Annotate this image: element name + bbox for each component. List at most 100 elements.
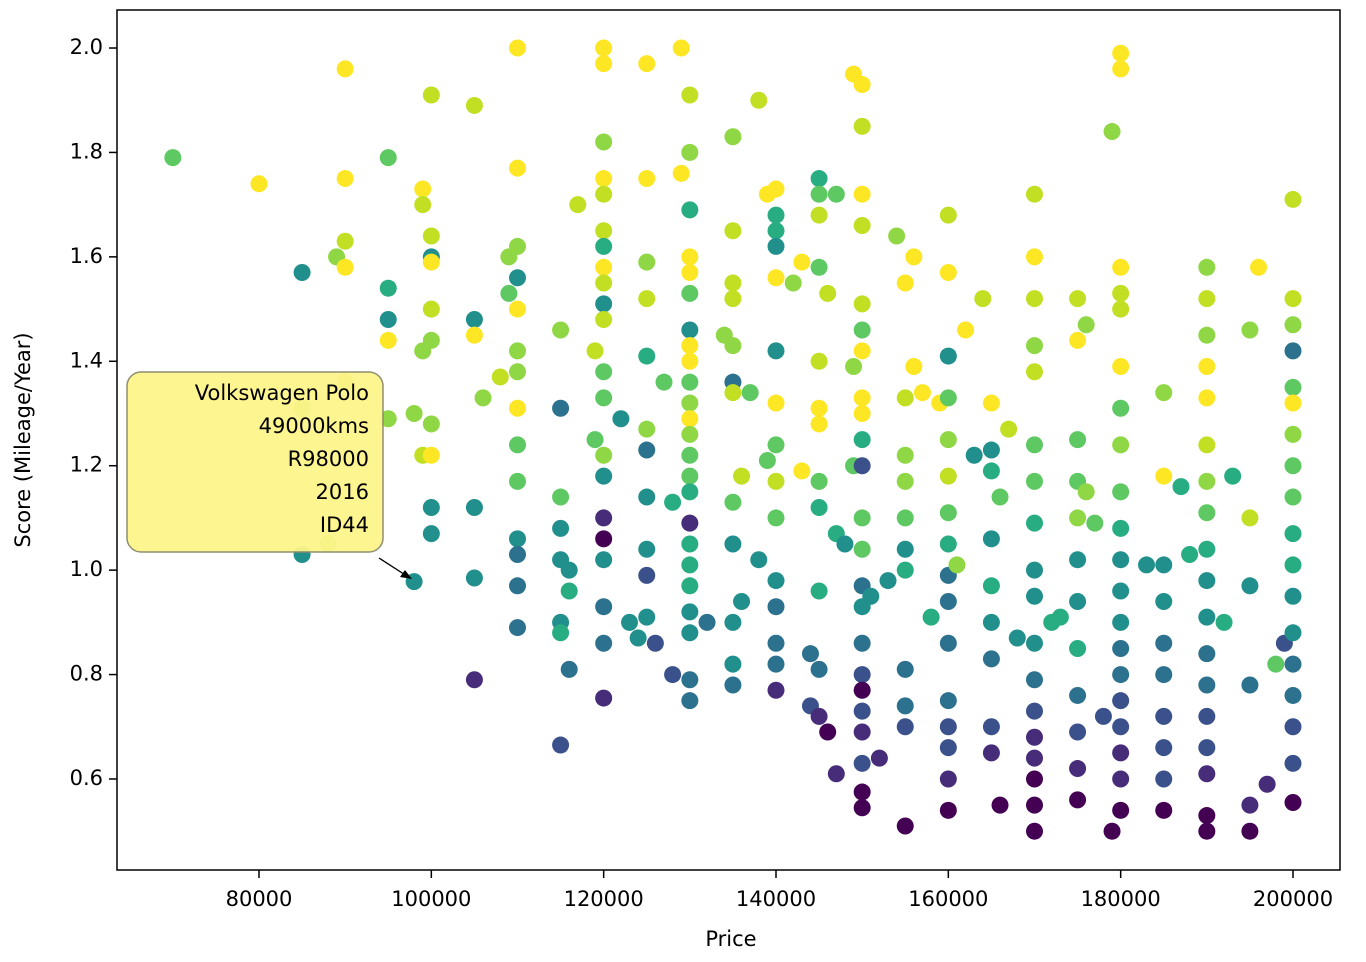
point [1112,744,1130,762]
x-tick-label: 160000 [908,887,988,911]
point [422,300,440,318]
point [500,284,518,302]
point [724,128,742,146]
point [1284,718,1302,736]
point [595,467,613,485]
point [509,39,527,57]
point [922,608,940,626]
point [819,723,837,741]
point [991,488,1009,506]
point [1198,645,1216,663]
point [595,222,613,240]
point [724,290,742,308]
point [1077,483,1095,501]
point [681,446,699,464]
point [638,441,656,459]
point [793,253,811,271]
point [896,660,914,678]
point [595,530,613,548]
point [853,509,871,527]
point [681,321,699,339]
point [888,227,906,245]
point [595,274,613,292]
point [819,284,837,302]
point [1069,592,1087,610]
point [336,232,354,250]
point [982,613,1000,631]
point [552,321,570,339]
x-tick-label: 180000 [1081,887,1161,911]
point [1284,190,1302,208]
point [1077,316,1095,334]
point [1086,514,1104,532]
point [509,300,527,318]
point [595,258,613,276]
point [638,420,656,438]
point [509,577,527,595]
point [1284,290,1302,308]
point [767,634,785,652]
point [853,295,871,313]
x-tick-label: 200000 [1253,887,1333,911]
point [870,749,888,767]
point [422,227,440,245]
point [982,394,1000,412]
point [724,222,742,240]
annotation-line: 49000kms [259,414,369,438]
point [896,697,914,715]
point [724,676,742,694]
point [939,634,957,652]
point [509,399,527,417]
point [1000,420,1018,438]
x-tick-label: 80000 [226,887,293,911]
point [1284,686,1302,704]
point [1198,676,1216,694]
point [1103,123,1121,141]
point [1284,525,1302,543]
point [1155,770,1173,788]
point [1112,436,1130,454]
point [414,196,432,214]
point [793,462,811,480]
point [1241,509,1259,527]
point [853,754,871,772]
point [681,201,699,219]
point [758,451,776,469]
point [853,783,871,801]
point [1025,587,1043,605]
point [672,164,690,182]
point [1069,791,1087,809]
point [681,352,699,370]
point [853,457,871,475]
point [905,358,923,376]
point [509,619,527,637]
point [1284,378,1302,396]
point [681,603,699,621]
point [336,170,354,188]
point [810,170,828,188]
point [896,446,914,464]
point [939,739,957,757]
point [1025,363,1043,381]
annotation-line: 2016 [316,480,369,504]
point [1112,358,1130,376]
point [405,405,423,423]
point [1250,258,1268,276]
point [767,269,785,287]
point [1025,248,1043,266]
point [422,86,440,104]
point [491,368,509,386]
point [1051,608,1069,626]
point [595,237,613,255]
point [1241,676,1259,694]
point [939,718,957,736]
point [1155,801,1173,819]
point [939,692,957,710]
point [1069,431,1087,449]
point [1112,519,1130,537]
annotation-arrowhead [400,570,412,579]
point [1025,702,1043,720]
point [681,264,699,282]
point [733,467,751,485]
